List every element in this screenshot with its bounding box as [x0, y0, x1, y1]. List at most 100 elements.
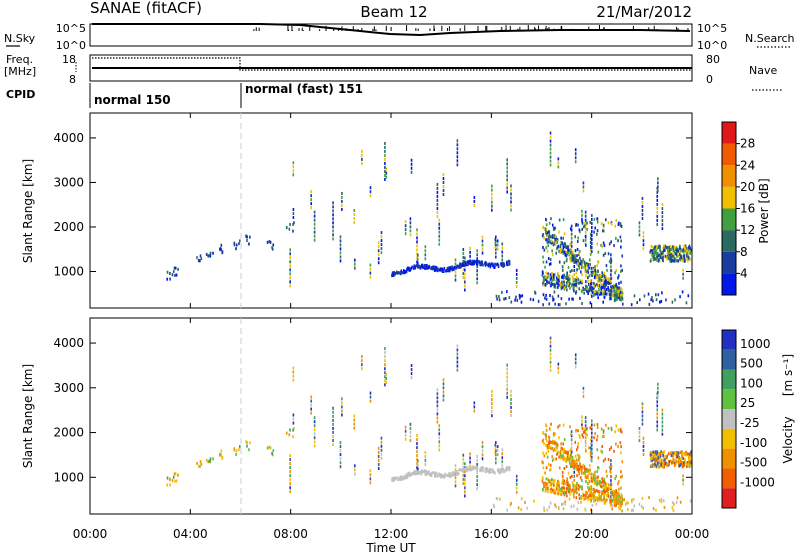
- scatter-cell: [546, 487, 548, 491]
- scatter-cell: [310, 194, 312, 198]
- scatter-cell: [548, 435, 550, 439]
- scatter-cell: [599, 480, 602, 484]
- scatter-cell: [582, 471, 585, 475]
- scatter-cell: [567, 282, 569, 286]
- scatter-cell: [288, 433, 291, 437]
- scatter-cell: [558, 260, 561, 264]
- scatter-cell: [607, 221, 610, 225]
- scatter-cell: [339, 453, 342, 457]
- scatter-cell: [596, 498, 599, 502]
- scatter-cell: [361, 363, 363, 367]
- colorbar-swatch: [722, 165, 736, 187]
- scatter-cell: [442, 173, 445, 177]
- colorbar-frame: [721, 329, 737, 509]
- scatter-cell: [568, 248, 570, 252]
- scatter-cell: [403, 270, 406, 274]
- scatter-cell: [212, 457, 214, 461]
- scatter-cell: [467, 466, 469, 470]
- scatter-cell: [586, 469, 588, 473]
- scatter-cell: [591, 478, 594, 482]
- scatter-cell: [584, 226, 587, 230]
- scatter-cell: [410, 376, 413, 380]
- scatter-cell: [567, 275, 569, 279]
- scatter-cell: [380, 452, 383, 456]
- scatter-cell: [584, 210, 587, 214]
- scatter-cell: [428, 470, 430, 474]
- scatter-cell: [600, 278, 603, 282]
- colorbar-tick-label: 4: [740, 266, 748, 280]
- scatter-cell: [466, 262, 469, 266]
- scatter-cell: [603, 498, 605, 502]
- scatter-cell: [438, 268, 441, 272]
- scatter-cell: [416, 256, 418, 260]
- scatter-cell: [468, 261, 471, 265]
- scatter-cell: [671, 461, 673, 465]
- scatter-cell: [559, 281, 562, 285]
- scatter-cell: [406, 473, 408, 477]
- scatter-cell: [625, 501, 628, 505]
- scatter-cell: [581, 209, 583, 213]
- scatter-cell: [651, 296, 653, 300]
- scatter-cell: [369, 473, 372, 477]
- scatter-cell: [620, 430, 623, 434]
- freq-tick-high: 18: [62, 53, 76, 66]
- scatter-cell: [174, 479, 176, 483]
- scatter-cell: [618, 499, 621, 503]
- colorbar-swatch: [722, 409, 736, 429]
- scatter-cell: [416, 244, 418, 248]
- scatter-cell: [675, 252, 678, 256]
- scatter-cell: [660, 299, 663, 303]
- scatter-cell: [559, 449, 562, 453]
- scatter-cell: [562, 423, 565, 427]
- scatter-cell: [576, 445, 579, 449]
- scatter-cell: [603, 292, 605, 296]
- scatter-cell: [585, 490, 587, 494]
- scatter-cell: [461, 468, 464, 472]
- scatter-cell: [576, 507, 579, 511]
- scatter-cell: [599, 277, 601, 281]
- scatter-cell: [604, 284, 607, 288]
- scatter-cell: [354, 464, 356, 468]
- scatter-cell: [570, 232, 573, 236]
- scatter-cell: [423, 469, 426, 473]
- scatter-cell: [545, 486, 547, 490]
- scatter-cell: [510, 389, 512, 393]
- nsky-trace: [92, 23, 691, 37]
- scatter-cell: [687, 245, 690, 249]
- scatter-cell: [661, 215, 664, 219]
- scatter-cell: [618, 294, 620, 298]
- scatter-cell: [409, 217, 412, 221]
- scatter-cell: [682, 268, 684, 272]
- scatter-cell: [573, 260, 576, 264]
- scatter-cell: [683, 259, 686, 263]
- scatter-cell: [506, 186, 508, 190]
- scatter-cell: [585, 274, 587, 278]
- scatter-cell: [566, 257, 568, 261]
- scatter-cell: [417, 459, 419, 463]
- scatter-cell: [574, 466, 577, 470]
- scatter-cell: [615, 293, 617, 297]
- scatter-cell: [514, 298, 516, 302]
- scatter-cell: [581, 433, 583, 437]
- scatter-cell: [617, 239, 619, 243]
- scatter-cell: [441, 270, 444, 274]
- scatter-cell: [602, 429, 605, 433]
- x-tick-label: 08:00: [273, 527, 308, 541]
- scatter-cell: [313, 238, 316, 242]
- scatter-cell: [688, 257, 691, 261]
- scatter-cell: [597, 466, 600, 470]
- freq-tick-low: 8: [69, 73, 76, 86]
- scatter-cell: [543, 248, 546, 252]
- scatter-cell: [594, 265, 596, 269]
- scatter-cell: [417, 257, 419, 261]
- scatter-cell: [332, 201, 334, 205]
- scatter-cell: [288, 227, 291, 231]
- scatter-cell: [604, 218, 607, 222]
- scatter-cell: [339, 465, 342, 469]
- scatter-cell: [689, 464, 692, 468]
- scatter-cell: [567, 457, 570, 461]
- scatter-cell: [506, 363, 508, 367]
- scatter-cell: [590, 273, 593, 277]
- scatter-cell: [569, 286, 571, 290]
